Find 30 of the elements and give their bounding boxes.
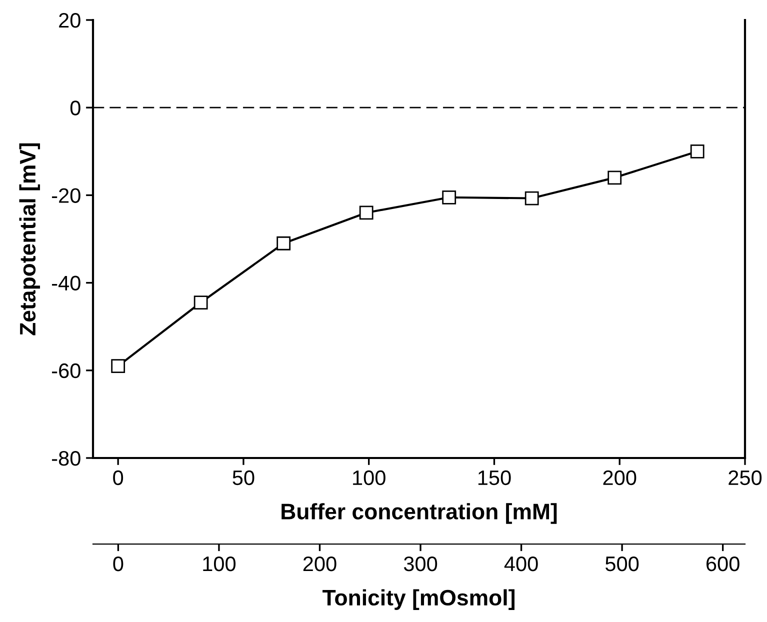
x-tick-label: 100 bbox=[353, 470, 386, 486]
point bbox=[359, 206, 374, 220]
x2-tick-label: 400 bbox=[504, 556, 538, 572]
point bbox=[442, 190, 456, 204]
point bbox=[524, 191, 539, 206]
y-tick-label: -20 bbox=[52, 188, 80, 203]
x-tick-label: 50 bbox=[232, 470, 254, 486]
y-tick-label: 0 bbox=[70, 100, 80, 116]
x-tick-label: 200 bbox=[603, 470, 636, 486]
point bbox=[111, 359, 126, 373]
point bbox=[194, 296, 208, 310]
point bbox=[276, 236, 291, 250]
x2-axis-title: Tonicity [mOsmol] bbox=[322, 589, 514, 610]
y-tick-label: -40 bbox=[52, 276, 80, 291]
x2-tick-label: 500 bbox=[606, 556, 639, 572]
y-tick-label: 20 bbox=[59, 13, 80, 28]
y-tick-label: -60 bbox=[52, 363, 80, 378]
point bbox=[690, 144, 704, 158]
y-tick-label: -80 bbox=[52, 451, 80, 466]
x-tick-label: 0 bbox=[113, 470, 124, 486]
x2-tick-label: 200 bbox=[303, 556, 336, 572]
x2-tick-label: 0 bbox=[113, 556, 124, 572]
point bbox=[608, 170, 622, 185]
x-axis-title: Buffer concentration [mM] bbox=[282, 503, 557, 524]
x-tick-label: 250 bbox=[728, 470, 762, 486]
x2-tick-label: 600 bbox=[706, 556, 740, 572]
x2-tick-label: 100 bbox=[203, 556, 236, 572]
x2-tick-label: 300 bbox=[404, 556, 438, 572]
y-axis-title: Zetapotential [mV] bbox=[19, 143, 40, 336]
x-tick-label: 150 bbox=[478, 470, 511, 486]
